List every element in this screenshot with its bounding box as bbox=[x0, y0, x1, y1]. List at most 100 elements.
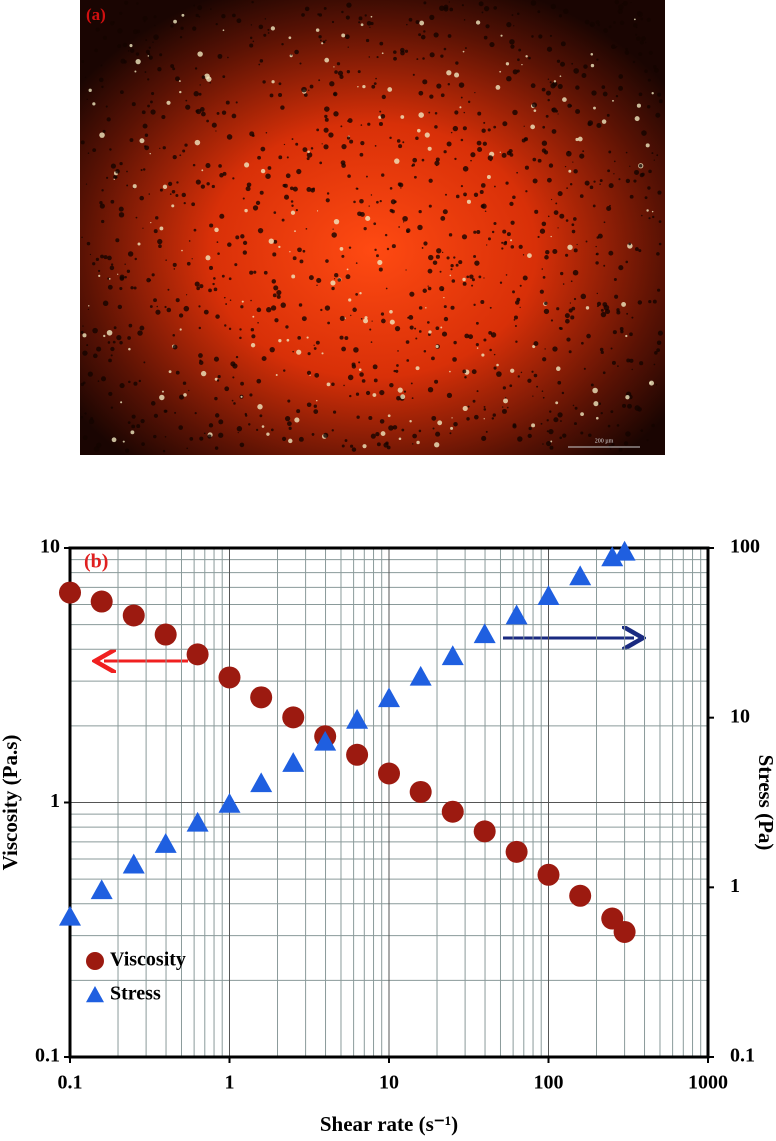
particle bbox=[87, 308, 90, 310]
particle bbox=[462, 281, 467, 286]
particle bbox=[147, 55, 150, 57]
particle bbox=[368, 205, 370, 207]
particle bbox=[359, 212, 365, 217]
particle bbox=[462, 50, 465, 53]
particle bbox=[475, 343, 479, 347]
particle bbox=[198, 326, 202, 330]
particle bbox=[266, 307, 272, 313]
particle bbox=[258, 63, 261, 66]
particle bbox=[175, 370, 180, 375]
particle bbox=[283, 143, 286, 146]
micrograph bbox=[80, 0, 665, 455]
particle bbox=[506, 232, 511, 237]
particle bbox=[207, 434, 212, 439]
particle bbox=[366, 20, 372, 26]
particle bbox=[473, 192, 479, 197]
particle bbox=[463, 19, 466, 21]
particle bbox=[625, 260, 629, 264]
particle bbox=[481, 128, 486, 133]
x-axis-label: Shear rate (s⁻¹) bbox=[320, 1112, 458, 1136]
particle bbox=[355, 392, 360, 396]
particle bbox=[219, 213, 225, 219]
particle bbox=[239, 442, 245, 448]
particle bbox=[124, 263, 126, 265]
particle bbox=[346, 268, 349, 271]
particle bbox=[326, 382, 331, 387]
data-point bbox=[473, 623, 496, 644]
particle bbox=[595, 253, 598, 256]
particle bbox=[365, 215, 371, 222]
particle bbox=[658, 99, 663, 104]
particle bbox=[625, 395, 630, 400]
particle bbox=[510, 245, 515, 249]
y2-tick-label: 100 bbox=[730, 536, 760, 558]
particle bbox=[146, 277, 151, 283]
data-point bbox=[601, 546, 624, 567]
particle bbox=[585, 306, 590, 310]
particle bbox=[418, 112, 424, 118]
particle bbox=[500, 34, 503, 37]
legend-marker bbox=[86, 952, 104, 970]
particle bbox=[587, 120, 594, 126]
particle bbox=[372, 364, 378, 370]
particle bbox=[92, 262, 96, 266]
particle bbox=[321, 42, 324, 45]
particle bbox=[188, 389, 190, 392]
particle bbox=[545, 114, 549, 118]
particle bbox=[197, 5, 203, 11]
particle bbox=[380, 113, 386, 119]
particle bbox=[563, 8, 569, 14]
particle bbox=[419, 20, 425, 26]
particle bbox=[126, 184, 129, 187]
particle bbox=[141, 442, 145, 446]
particle bbox=[369, 26, 371, 28]
particle bbox=[427, 285, 429, 287]
particle bbox=[590, 383, 594, 387]
particle bbox=[306, 402, 312, 408]
particle bbox=[173, 268, 176, 270]
particle bbox=[136, 424, 141, 429]
particle bbox=[343, 384, 345, 387]
particle bbox=[553, 417, 559, 423]
particle bbox=[356, 415, 360, 419]
particle bbox=[257, 321, 259, 324]
particle bbox=[608, 25, 612, 29]
particle bbox=[288, 426, 292, 430]
particle bbox=[501, 406, 504, 408]
particle bbox=[129, 138, 134, 142]
particle bbox=[203, 309, 209, 315]
particle bbox=[627, 403, 632, 409]
data-point bbox=[250, 686, 273, 709]
particle bbox=[612, 330, 617, 335]
particle bbox=[576, 243, 578, 246]
particle bbox=[248, 423, 251, 426]
particle bbox=[629, 194, 634, 199]
particle bbox=[378, 121, 383, 127]
particle bbox=[116, 334, 122, 341]
particle bbox=[592, 387, 598, 394]
particle bbox=[584, 180, 590, 186]
particle bbox=[147, 104, 150, 108]
particle bbox=[439, 5, 445, 11]
particle bbox=[640, 429, 644, 433]
particle bbox=[215, 23, 218, 26]
particle bbox=[570, 280, 573, 283]
x-tick-label: 1 bbox=[225, 1072, 235, 1094]
particle bbox=[446, 256, 450, 260]
particle bbox=[403, 390, 407, 393]
particle bbox=[607, 169, 611, 173]
particle bbox=[601, 85, 606, 89]
particle bbox=[616, 308, 620, 312]
particle bbox=[339, 247, 344, 251]
particle bbox=[424, 132, 430, 138]
particle bbox=[217, 374, 221, 379]
particle bbox=[193, 4, 196, 7]
particle bbox=[506, 406, 509, 409]
particle bbox=[596, 305, 599, 308]
particle bbox=[656, 340, 662, 345]
particle bbox=[606, 205, 612, 211]
particle bbox=[347, 46, 349, 48]
particle bbox=[167, 288, 170, 291]
particle bbox=[599, 183, 601, 185]
particle bbox=[390, 199, 396, 205]
